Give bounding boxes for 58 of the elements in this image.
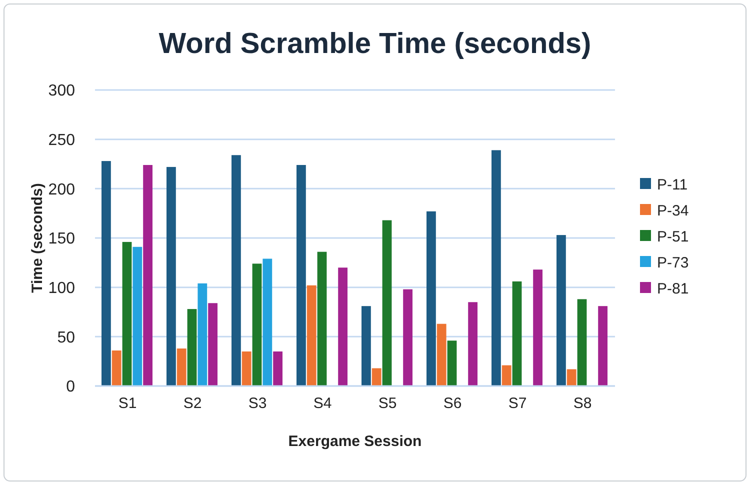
- bar: [512, 281, 522, 386]
- bar: [187, 309, 197, 386]
- x-tick-label: S1: [118, 395, 137, 412]
- bar: [208, 303, 218, 386]
- x-tick-label: S4: [313, 395, 332, 412]
- bar: [176, 348, 186, 386]
- legend-label: P-81: [657, 280, 689, 298]
- x-tick-label: S6: [443, 395, 462, 412]
- x-axis-title: Exergame Session: [288, 433, 422, 450]
- bar: [112, 350, 122, 386]
- bar: [502, 365, 512, 386]
- y-tick-label: 0: [66, 378, 76, 396]
- bar: [262, 258, 272, 386]
- bar: [338, 268, 348, 386]
- bar: [198, 283, 208, 386]
- bar: [533, 270, 542, 386]
- bar: [403, 289, 412, 386]
- bar: [317, 252, 327, 386]
- bar: [362, 306, 371, 386]
- x-tick-label: S3: [248, 395, 267, 412]
- bar: [566, 369, 576, 386]
- bar: [306, 285, 316, 386]
- legend-label: P-51: [657, 228, 689, 246]
- bar: [492, 150, 501, 386]
- y-tick-label: 250: [48, 132, 76, 149]
- x-tick-label: S5: [378, 395, 397, 412]
- legend-label: P-34: [657, 202, 689, 220]
- y-tick-label: 300: [48, 82, 76, 100]
- bar: [232, 155, 241, 386]
- bar: [273, 351, 282, 386]
- y-tick-label: 100: [48, 280, 76, 297]
- bar: [426, 211, 436, 386]
- bar: [577, 299, 587, 386]
- bar: [436, 324, 446, 386]
- bar: [556, 235, 566, 386]
- legend-label: P-73: [657, 254, 689, 272]
- bar: [296, 164, 306, 386]
- bar: [598, 306, 608, 386]
- y-tick-label: 200: [48, 181, 76, 198]
- y-tick-label: 50: [57, 329, 76, 346]
- x-tick-label: S7: [508, 395, 527, 412]
- bar: [166, 166, 176, 386]
- x-tick-label: S2: [183, 395, 202, 412]
- bar: [468, 302, 478, 386]
- bar: [102, 161, 111, 386]
- bar: [242, 351, 252, 386]
- bar: [143, 164, 152, 386]
- chart-title: Word Scramble Time (seconds): [158, 28, 592, 60]
- bar: [447, 340, 457, 386]
- bar: [382, 220, 392, 386]
- x-tick-label: S8: [573, 395, 592, 412]
- bar: [122, 242, 132, 386]
- bar: [252, 264, 262, 386]
- y-tick-label: 150: [48, 230, 76, 248]
- bar: [132, 246, 142, 386]
- legend-label: P-11: [657, 176, 688, 194]
- bar: [372, 368, 382, 386]
- y-axis-title: Time (seconds): [29, 183, 46, 293]
